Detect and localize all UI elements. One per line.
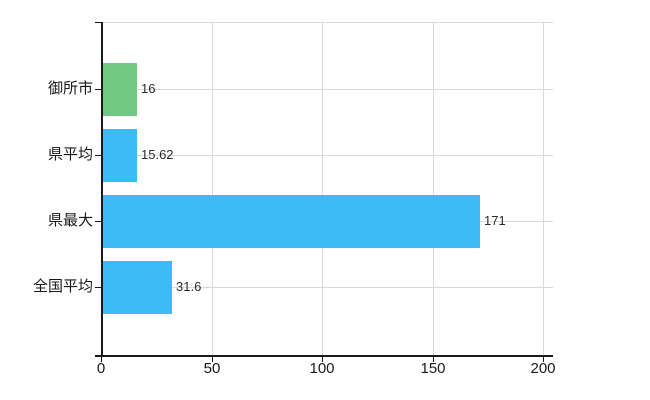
- y-axis-tick: [95, 89, 101, 90]
- y-axis-tick: [95, 287, 101, 288]
- category-label: 御所市: [47, 80, 93, 97]
- x-axis-tick: [322, 355, 323, 362]
- x-tick-label: 0: [96, 360, 106, 377]
- plot-top-border: [101, 22, 553, 23]
- category-label: 県最大: [47, 212, 93, 229]
- x-axis-tick: [433, 355, 434, 362]
- x-tick-label: 100: [309, 360, 335, 377]
- bar: [102, 261, 172, 314]
- x-axis-line: [95, 355, 553, 357]
- x-axis-tick: [543, 355, 544, 362]
- category-label: 全国平均: [32, 278, 93, 295]
- x-tick-label: 50: [203, 360, 221, 377]
- vertical-gridline: [433, 22, 434, 355]
- vertical-gridline: [212, 22, 213, 355]
- value-label: 171: [484, 213, 506, 228]
- value-label: 31.6: [176, 279, 202, 294]
- bar: [102, 63, 137, 116]
- y-axis-tick: [95, 155, 101, 156]
- x-tick-label: 200: [530, 360, 556, 377]
- bar: [102, 195, 480, 248]
- bar: [102, 129, 137, 182]
- x-axis-tick: [212, 355, 213, 362]
- category-label: 県平均: [47, 146, 93, 163]
- value-label: 16: [141, 81, 156, 96]
- vertical-gridline: [322, 22, 323, 355]
- y-axis-top-endcap-tick: [95, 22, 101, 23]
- x-tick-label: 150: [420, 360, 446, 377]
- horizontal-gridline: [101, 89, 553, 90]
- horizontal-gridline: [101, 287, 553, 288]
- x-axis-tick: [101, 355, 102, 362]
- y-axis-line: [101, 22, 103, 355]
- value-label: 15.62: [141, 147, 174, 162]
- vertical-gridline: [543, 22, 544, 355]
- horizontal-gridline: [101, 155, 553, 156]
- y-axis-tick: [95, 221, 101, 222]
